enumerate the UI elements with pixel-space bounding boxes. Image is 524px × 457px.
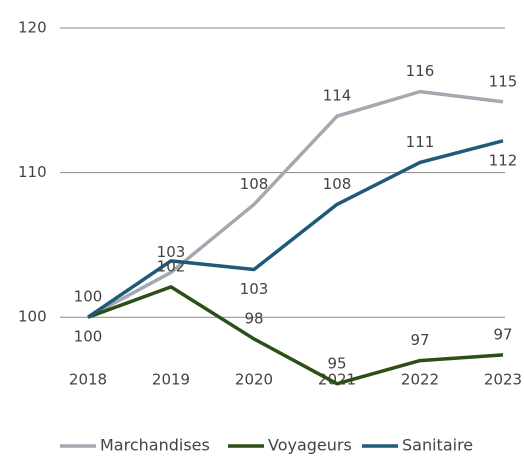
data-label: 102: [157, 257, 186, 275]
data-label: 97: [410, 331, 429, 349]
x-tick-label: 2022: [401, 371, 439, 389]
series-line: [87, 139, 504, 319]
data-label: 97: [493, 325, 512, 343]
x-tick-label: 2019: [152, 371, 190, 389]
legend-label: Voyageurs: [268, 436, 352, 455]
data-label: 108: [240, 175, 269, 193]
data-label: 98: [244, 309, 263, 327]
x-tick-label: 2023: [484, 371, 522, 389]
data-label: 95: [327, 354, 346, 372]
y-tick-label: 110: [18, 163, 47, 181]
data-label: 100: [74, 288, 103, 306]
series-line: [87, 89, 504, 319]
data-label: 116: [406, 62, 435, 80]
data-label: 103: [240, 280, 269, 298]
data-label: 108: [323, 175, 352, 193]
data-label: 111: [406, 133, 435, 151]
x-tick-label: 2020: [235, 371, 273, 389]
x-tick-label: 2021: [318, 371, 356, 389]
y-tick-label: 100: [18, 308, 47, 326]
y-tick-label: 120: [18, 19, 47, 37]
data-label: 100: [74, 328, 103, 346]
series-line: [87, 285, 504, 386]
data-label: 103: [157, 243, 186, 261]
data-label: 115: [489, 72, 518, 90]
x-tick-label: 2018: [69, 371, 107, 389]
data-label: 112: [489, 151, 518, 169]
legend-label: Marchandises: [100, 436, 210, 455]
legend-label: Sanitaire: [402, 436, 473, 455]
data-label: 114: [323, 87, 352, 105]
